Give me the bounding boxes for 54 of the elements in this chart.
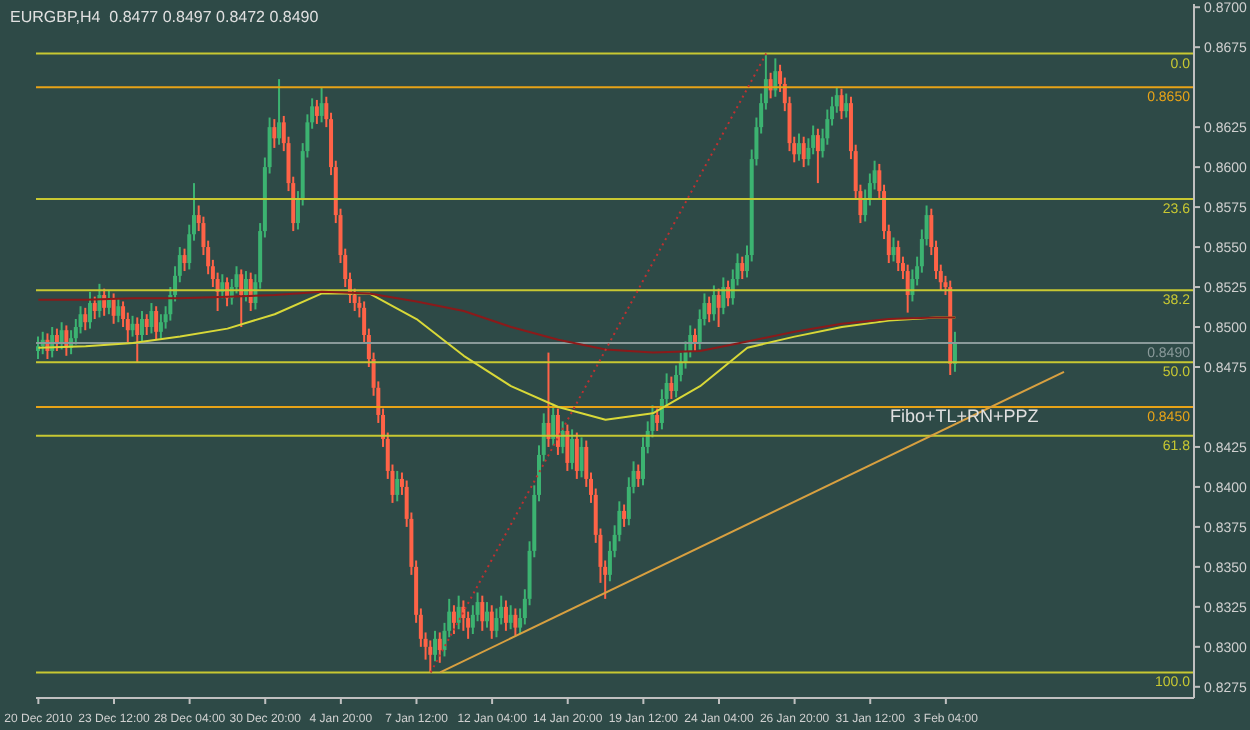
candlestick (905, 263, 910, 314)
candlestick (433, 629, 438, 663)
candlestick (721, 276, 726, 316)
candlestick (154, 305, 159, 341)
candlestick (839, 87, 844, 121)
candlestick (716, 287, 721, 329)
candlestick (574, 431, 579, 480)
candlestick (669, 375, 674, 400)
candlestick (815, 127, 820, 185)
candlestick (570, 428, 575, 471)
candlestick (801, 135, 806, 169)
candlestick (655, 407, 660, 432)
candlestick (144, 313, 149, 337)
candlestick (272, 118, 277, 149)
candlestick (451, 604, 456, 636)
candlestick (551, 402, 556, 447)
candlestick (130, 314, 135, 338)
candlestick (139, 310, 144, 343)
candlestick (508, 604, 513, 631)
candlestick (428, 639, 433, 674)
candlestick (707, 295, 712, 324)
candlestick (711, 284, 716, 322)
candlestick (395, 469, 400, 503)
candlestick (59, 321, 64, 351)
candlestick (796, 132, 801, 162)
candlestick (485, 601, 490, 629)
candlestick (239, 268, 244, 329)
candlestick (489, 604, 494, 640)
candlestick (182, 247, 187, 273)
candlestick (116, 297, 121, 324)
candlestick (135, 316, 140, 364)
candlestick (636, 463, 641, 488)
candlestick (565, 423, 570, 472)
candlestick (314, 98, 319, 125)
candlestick (87, 290, 92, 330)
candlestick (622, 503, 627, 528)
candlestick (513, 607, 518, 637)
candlestick (277, 78, 282, 146)
candlestick (158, 313, 163, 340)
candlestick (896, 239, 901, 273)
candlestick (456, 594, 461, 631)
candlestick (579, 436, 584, 479)
candlestick (83, 306, 88, 332)
candlestick (891, 236, 896, 263)
candlestick (92, 295, 97, 321)
chart-title: EURGBP,H4 0.8477 0.8497 0.8472 0.8490 (10, 8, 319, 26)
candlestick (480, 594, 485, 632)
candlestick (844, 92, 849, 119)
candlestick (319, 86, 324, 124)
candlestick (740, 255, 745, 281)
candlestick (437, 631, 442, 664)
candlestick (149, 302, 154, 335)
candlestick (111, 292, 116, 325)
candlestick (503, 599, 508, 632)
